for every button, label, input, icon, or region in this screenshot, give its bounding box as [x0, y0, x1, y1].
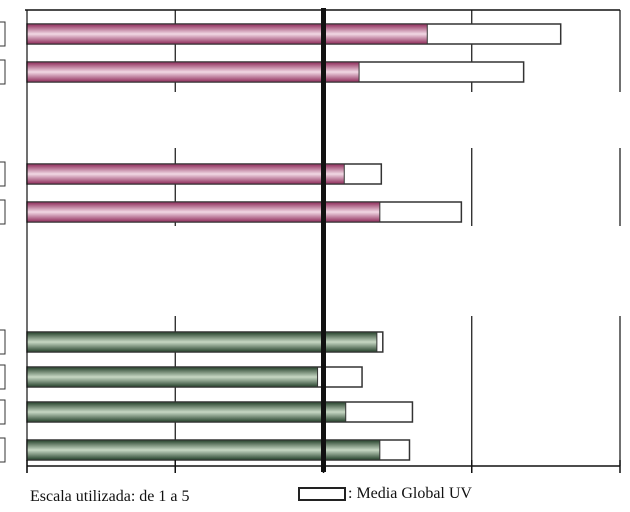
bar-2-3 — [26, 439, 381, 461]
row-label-box-0-0 — [0, 21, 6, 47]
row-label-box-2-2 — [0, 399, 6, 425]
row-label-box-1-0 — [0, 161, 6, 187]
bar-2-1 — [26, 366, 319, 388]
row-label-box-1-1 — [0, 199, 6, 225]
row-label-box-2-0 — [0, 329, 6, 355]
row-label-box-2-3 — [0, 437, 6, 463]
bar-2-2 — [26, 401, 347, 423]
row-label-box-2-1 — [0, 364, 6, 390]
legend-label: : Media Global UV — [348, 485, 472, 502]
bar-0-0 — [26, 23, 428, 45]
scale-note: Escala utilizada: de 1 a 5 — [30, 488, 190, 505]
legend: : Media Global UV — [298, 484, 472, 504]
row-label-box-0-1 — [0, 59, 6, 85]
bar-0-1 — [26, 61, 360, 83]
legend-swatch-global-uv — [298, 487, 346, 501]
bar-1-1 — [26, 201, 381, 223]
bar-1-0 — [26, 163, 345, 185]
